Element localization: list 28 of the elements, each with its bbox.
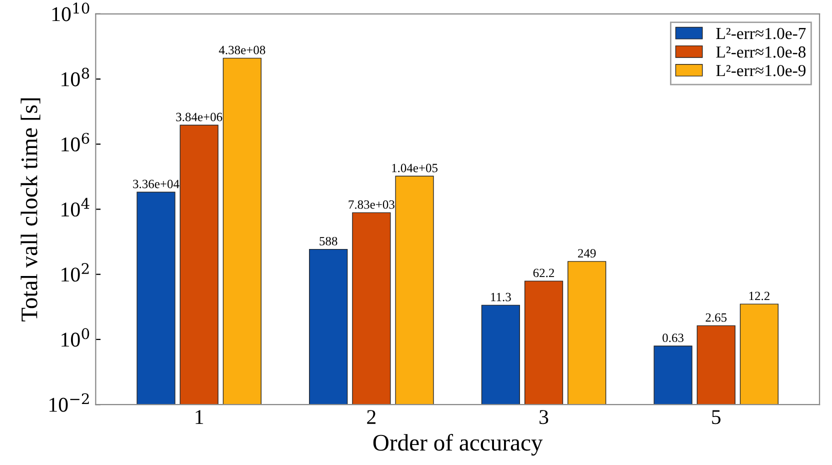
legend-label: L²-err≈1.0e-8 [716, 46, 806, 58]
y-tick-label: 10$^{6}$ [62, 132, 90, 152]
data-label: 62.2 [533, 268, 554, 278]
y-axis-title: Total vall clock time [s] [20, 98, 40, 322]
y-tick-label: 10$^{−2}$ [50, 393, 89, 412]
data-label: 7.83e+03 [348, 200, 394, 209]
data-label: 3.36e+04 [133, 180, 180, 188]
y-tick-label: 10$^{0}$ [62, 328, 90, 347]
x-tick-label: 2 [367, 410, 376, 424]
x-tick-label: 1 [196, 410, 204, 424]
data-label: 588 [320, 236, 338, 246]
x-tick-label: 5 [712, 410, 721, 424]
data-label: 3.84e+06 [176, 112, 222, 122]
x-axis-title: Order of accuracy [373, 434, 543, 456]
x-tick-label: 3 [540, 410, 548, 424]
y-tick-label: 10$^{4}$ [62, 198, 90, 217]
y-tick-label: 10$^{2}$ [62, 263, 89, 282]
y-tick-label: 10$^{8}$ [62, 68, 90, 86]
data-label: 12.2 [749, 292, 770, 300]
data-label: 11.3 [491, 292, 511, 302]
data-label: 0.63 [662, 334, 684, 342]
legend-label: L²-err≈1.0e-9 [716, 64, 806, 76]
data-label: 249 [578, 249, 596, 258]
y-tick-label: 10$^{10}$ [52, 2, 90, 22]
data-label: 2.65 [706, 313, 727, 322]
data-label: 1.04e+05 [392, 164, 438, 172]
legend-label: L²-err≈1.0e-7 [716, 28, 806, 40]
data-label: 4.38e+08 [218, 46, 266, 54]
